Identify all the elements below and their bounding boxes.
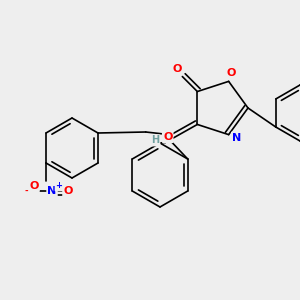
Text: O: O <box>227 68 236 78</box>
Text: O: O <box>173 64 182 74</box>
Text: O: O <box>63 186 73 196</box>
Text: -: - <box>24 187 28 196</box>
Text: +: + <box>56 182 62 190</box>
Text: O: O <box>29 181 39 191</box>
Text: O: O <box>163 132 172 142</box>
Text: N: N <box>232 133 241 142</box>
Text: H: H <box>151 136 159 146</box>
Text: N: N <box>47 186 57 196</box>
